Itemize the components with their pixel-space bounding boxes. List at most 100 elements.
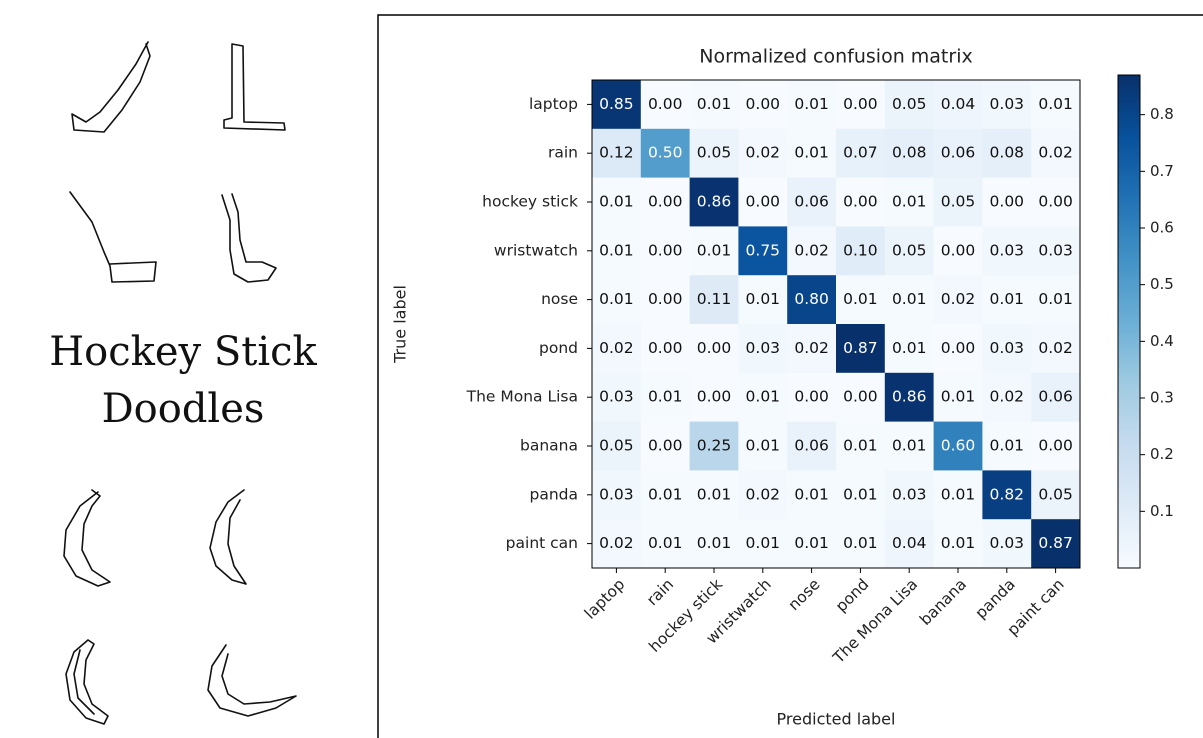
cell-label: 0.01 (697, 485, 732, 503)
y-tick-label: pond (539, 339, 578, 357)
cell-label: 0.00 (697, 339, 732, 357)
cell-label: 0.00 (1038, 437, 1073, 455)
cell-label: 0.85 (599, 95, 634, 113)
cell-label: 0.03 (1038, 241, 1073, 259)
colorbar-tick-label: 0.4 (1150, 332, 1174, 350)
cell-label: 0.08 (990, 144, 1025, 162)
doodle (224, 44, 285, 130)
y-axis-label: True label (391, 285, 410, 364)
cell-label: 0.02 (990, 388, 1025, 406)
x-tick-label: laptop (581, 575, 628, 622)
cell-label: 0.01 (892, 437, 927, 455)
doodle (72, 42, 150, 132)
cell-label: 0.03 (892, 485, 927, 503)
cell-label: 0.01 (843, 534, 878, 552)
y-tick-label: rain (548, 144, 578, 162)
cell-label: 0.01 (794, 95, 829, 113)
cell-label: 0.06 (1038, 388, 1073, 406)
cell-label: 0.86 (892, 388, 927, 406)
cell-label: 0.00 (648, 339, 683, 357)
cell-label: 0.03 (746, 339, 781, 357)
colorbar (1118, 75, 1140, 568)
x-tick-label: The Mona Lisa (829, 575, 921, 667)
cell-label: 0.00 (746, 95, 781, 113)
colorbar-tick-label: 0.7 (1150, 162, 1174, 180)
cell-label: 0.02 (794, 241, 829, 259)
cell-label: 0.00 (697, 388, 732, 406)
cell-label: 0.01 (599, 241, 634, 259)
doodle (66, 640, 108, 724)
doodle (222, 194, 276, 282)
cell-label: 0.01 (843, 437, 878, 455)
cell-label: 0.03 (990, 241, 1025, 259)
cell-label: 0.01 (941, 388, 976, 406)
colorbar-tick-label: 0.3 (1150, 389, 1174, 407)
cell-label: 0.01 (746, 290, 781, 308)
cell-label: 0.05 (697, 144, 732, 162)
cell-label: 0.00 (941, 339, 976, 357)
cell-label: 0.01 (794, 534, 829, 552)
figure: Hockey Stick Doodles Normalized confusio… (0, 0, 1203, 738)
cell-label: 0.01 (648, 534, 683, 552)
doodle (210, 490, 246, 584)
caption-line: Doodles (102, 386, 265, 432)
cell-label: 0.25 (697, 437, 732, 455)
doodle (64, 490, 110, 586)
y-tick-label: The Mona Lisa (466, 388, 578, 406)
cell-label: 0.05 (599, 437, 634, 455)
cell-label: 0.04 (941, 95, 976, 113)
cell-label: 0.00 (843, 193, 878, 211)
cell-label: 0.01 (1038, 290, 1073, 308)
cell-label: 0.01 (843, 485, 878, 503)
cell-label: 0.05 (892, 241, 927, 259)
caption-line: Hockey Stick (49, 329, 317, 375)
cell-label: 0.04 (892, 534, 927, 552)
cell-label: 0.00 (843, 95, 878, 113)
cell-label: 0.03 (990, 339, 1025, 357)
cell-label: 0.02 (746, 144, 781, 162)
cell-label: 0.00 (648, 193, 683, 211)
cell-label: 0.02 (1038, 144, 1073, 162)
doodle (208, 645, 296, 716)
cell-label: 0.12 (599, 144, 634, 162)
colorbar-tick-label: 0.1 (1150, 502, 1174, 520)
cell-label: 0.06 (794, 437, 829, 455)
cell-label: 0.01 (599, 290, 634, 308)
cell-label: 0.02 (599, 339, 634, 357)
cell-label: 0.01 (697, 534, 732, 552)
cell-label: 0.00 (746, 193, 781, 211)
cell-label: 0.87 (1038, 534, 1073, 552)
cell-label: 0.02 (794, 339, 829, 357)
chart-title: Normalized confusion matrix (699, 46, 972, 68)
cell-label: 0.82 (990, 485, 1025, 503)
cell-label: 0.01 (697, 95, 732, 113)
x-tick-label: panda (972, 575, 1019, 622)
cell-label: 0.01 (746, 534, 781, 552)
cell-label: 0.00 (990, 193, 1025, 211)
page: Hockey Stick Doodles Normalized confusio… (0, 0, 1203, 738)
cell-label: 0.87 (843, 339, 878, 357)
cell-label: 0.07 (843, 144, 878, 162)
cell-label: 0.01 (990, 437, 1025, 455)
cell-label: 0.11 (697, 290, 732, 308)
cell-label: 0.01 (843, 290, 878, 308)
x-tick-label: rain (643, 575, 677, 609)
cell-label: 0.00 (648, 290, 683, 308)
cell-label: 0.00 (1038, 193, 1073, 211)
cell-label: 0.03 (990, 95, 1025, 113)
cell-label: 0.01 (599, 193, 634, 211)
cell-label: 0.06 (794, 193, 829, 211)
y-tick-label: paint can (506, 534, 578, 552)
cell-label: 0.60 (941, 437, 976, 455)
y-tick-label: hockey stick (482, 193, 578, 211)
y-tick-label: panda (530, 485, 579, 503)
cell-label: 0.02 (746, 485, 781, 503)
cell-label: 0.80 (794, 290, 829, 308)
cell-label: 0.01 (941, 485, 976, 503)
cell-label: 0.01 (941, 534, 976, 552)
doodles: Hockey Stick Doodles (49, 42, 317, 724)
cell-label: 0.05 (892, 95, 927, 113)
cell-label: 0.01 (892, 193, 927, 211)
cell-label: 0.02 (941, 290, 976, 308)
cell-label: 0.01 (794, 485, 829, 503)
